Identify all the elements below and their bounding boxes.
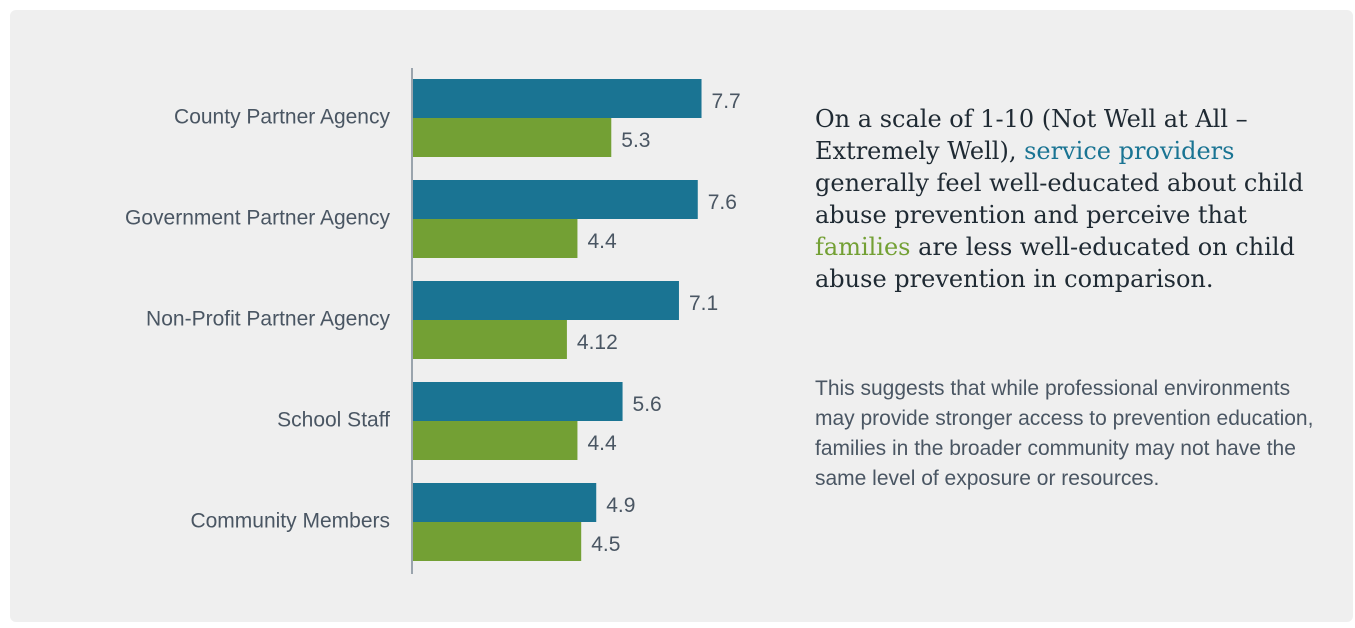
bar-chart: County Partner Agency 7.7 5.3 Government Pa…	[125, 68, 741, 574]
family-bar	[412, 522, 582, 561]
family-value-label: 4.12	[577, 331, 618, 354]
headline-part-1: On a scale of 1-10 (Not Well at All – Ex…	[815, 105, 1248, 165]
subtext-paragraph: This suggests that while professional en…	[815, 377, 1314, 490]
family-bar	[412, 421, 578, 460]
category-label: County Partner Agency	[174, 106, 390, 129]
service-provider-value-label: 7.6	[708, 191, 737, 214]
family-value-label: 5.3	[621, 129, 650, 152]
service-provider-value-label: 7.7	[712, 90, 741, 113]
category-label: School Staff	[277, 409, 390, 432]
highlight-families: families	[815, 233, 911, 261]
family-value-label: 4.4	[587, 230, 617, 253]
highlight-service-providers: service providers	[1024, 137, 1235, 165]
family-value-label: 4.4	[587, 432, 617, 455]
service-provider-value-label: 5.6	[633, 393, 662, 416]
headline-part-2: generally feel well-educated about child…	[815, 169, 1304, 229]
family-bar	[412, 118, 612, 157]
headline-part-3: are less well-educated on child abuse pr…	[815, 233, 1295, 293]
category-label: Non-Profit Partner Agency	[146, 308, 390, 331]
family-bar	[412, 219, 578, 258]
family-value-label: 4.5	[591, 533, 620, 556]
family-bar	[412, 320, 567, 359]
service-provider-bar	[412, 483, 597, 522]
headline-text: On a scale of 1-10 (Not Well at All – Ex…	[815, 103, 1315, 295]
service-provider-bar	[412, 79, 702, 118]
category-label: Government Partner Agency	[125, 207, 390, 230]
category-label: Community Members	[190, 510, 390, 533]
service-provider-value-label: 4.9	[606, 494, 635, 517]
service-provider-value-label: 7.1	[689, 292, 718, 315]
service-provider-bar	[412, 180, 698, 219]
service-provider-bar	[412, 281, 679, 320]
service-provider-bar	[412, 382, 623, 421]
